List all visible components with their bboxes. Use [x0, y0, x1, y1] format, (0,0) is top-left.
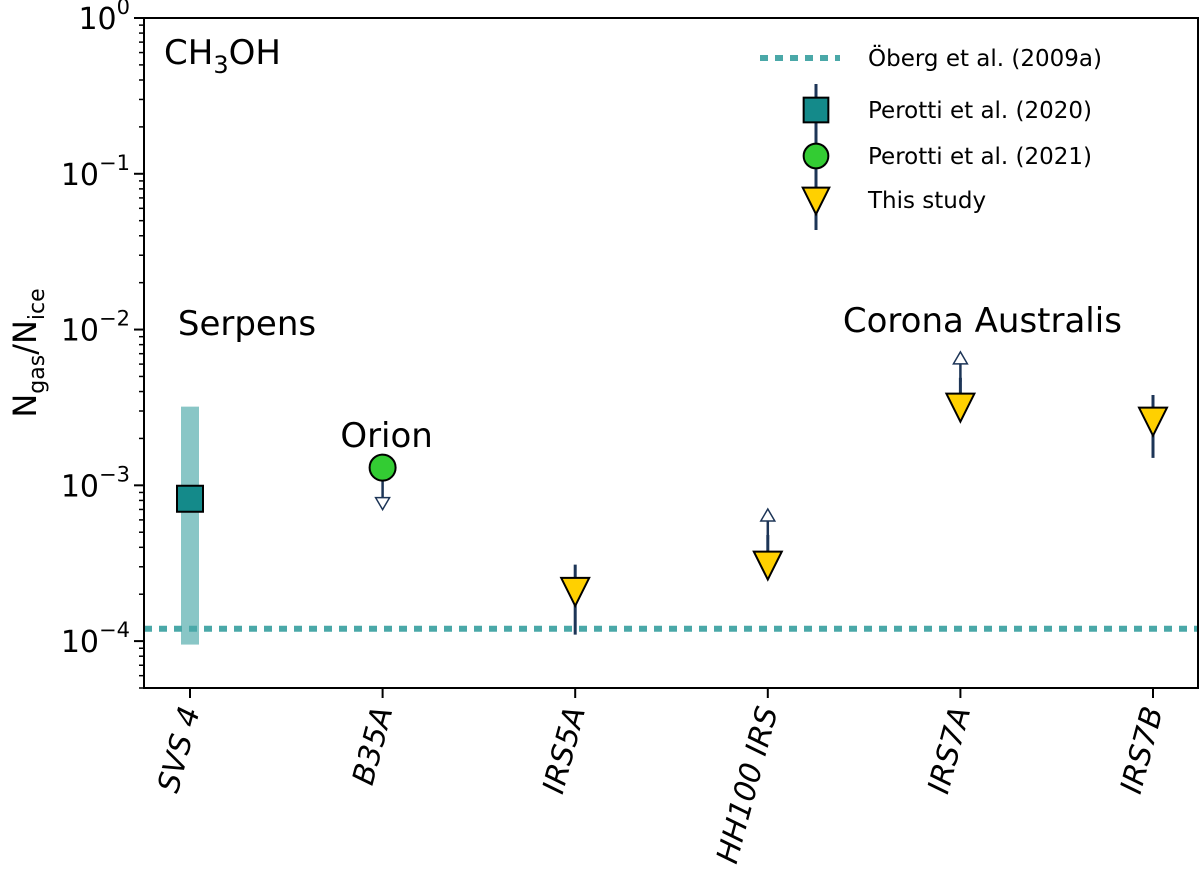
data-point — [559, 576, 591, 609]
legend-marker — [801, 186, 831, 217]
data-point — [176, 484, 204, 513]
plot-area: Serpens Orion Corona Australis — [144, 301, 1198, 645]
y-tick-exponent: −4 — [99, 618, 130, 642]
x-tick-label: IRS7A — [921, 703, 978, 797]
legend-label: Perotti et al. (2020) — [868, 98, 1092, 124]
y-tick-exponent: −1 — [99, 151, 130, 175]
y-tick-label: 10−3 — [61, 462, 130, 504]
data-point — [1137, 406, 1169, 438]
y-tick-exponent: −2 — [99, 307, 130, 331]
y-tick-base: 10 — [61, 158, 99, 193]
x-tick-label: IRS7B — [1114, 703, 1171, 797]
y-tick-exponent: 0 — [117, 0, 130, 19]
y-tick-base: 10 — [61, 625, 99, 660]
data-point — [944, 392, 977, 424]
legend-marker — [802, 96, 830, 124]
y-tick-label: 10−1 — [61, 151, 130, 193]
y-axis-label: Ngas/Nice — [6, 288, 50, 417]
legend-label: Öberg et al. (2009a) — [868, 44, 1102, 72]
y-tick-base: 10 — [61, 314, 99, 349]
lower-limit-arrow-head — [759, 507, 777, 522]
uncertainty-band — [181, 406, 199, 645]
x-tick-label: B35A — [346, 703, 400, 789]
legend-marker — [802, 142, 830, 170]
region-label: Orion — [340, 416, 433, 456]
y-tick-exponent: −3 — [99, 462, 130, 486]
data-point — [752, 550, 784, 582]
legend-label: Perotti et al. (2021) — [868, 144, 1092, 170]
x-tick-label: IRS5A — [536, 703, 593, 797]
lower-limit-arrow-head — [952, 350, 969, 365]
y-tick-label: 10−2 — [61, 307, 130, 349]
panel-label: CH3OH — [164, 33, 281, 79]
x-tick-label: HH100 IRS — [710, 703, 785, 867]
y-tick-base: 10 — [78, 2, 116, 37]
region-label: Corona Australis — [843, 301, 1122, 341]
y-tick-label: 10−4 — [61, 618, 130, 660]
upper-limit-arrow-head — [374, 496, 391, 512]
data-point — [368, 453, 397, 482]
region-label: Serpens — [178, 304, 316, 344]
y-tick-base: 10 — [61, 469, 99, 504]
legend: Öberg et al. (2009a) Perotti et al. (2020… — [760, 44, 1102, 230]
legend-label: This study — [867, 188, 986, 214]
y-tick-label: 100 — [78, 0, 130, 37]
x-tick-label: SVS 4 — [151, 703, 207, 796]
